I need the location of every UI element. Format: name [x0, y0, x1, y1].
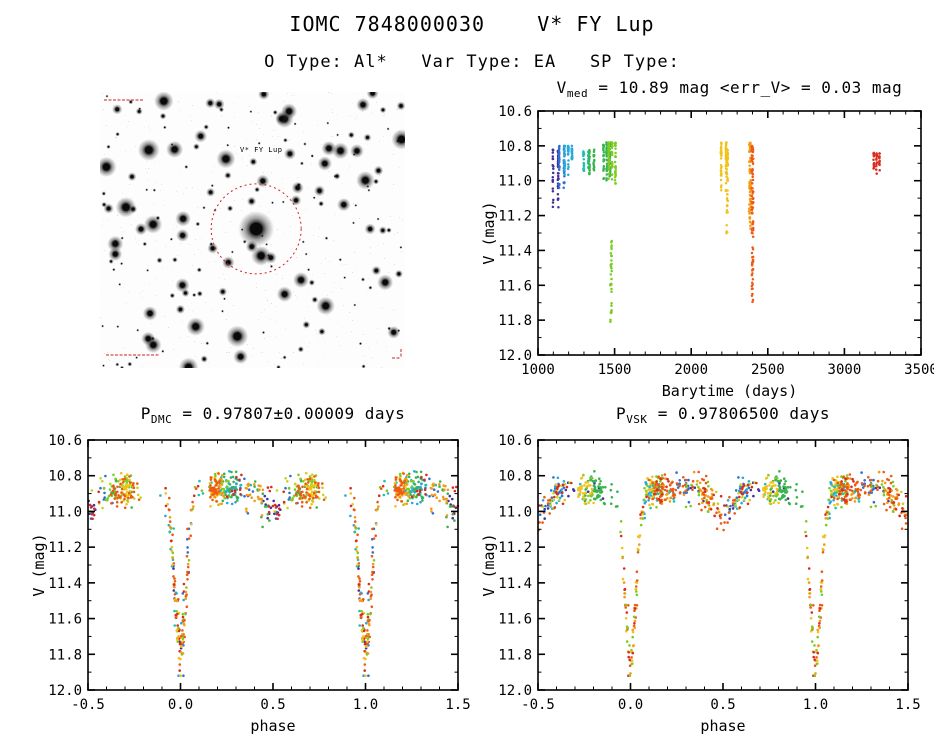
title-sub: VSK — [626, 413, 648, 427]
x-axis-label: Barytime (days) — [662, 382, 797, 400]
lightcurve-time-plot: 1000 1500 2000 2500 3000 3500 10.6 10.8 11.0 11.2… — [480, 104, 938, 400]
x-tick-label: 3000 — [828, 362, 862, 378]
phase-dmc-title: PDMC = 0.97807±0.00009 days — [30, 404, 480, 428]
phase-dmc-plot: -0.5 0.0 0.5 1.0 1.5 10.6 10.8 11.0 11.2 11.4 11.6… — [30, 433, 471, 735]
title-sub: med — [566, 87, 589, 101]
x-tick-label: 1.5 — [445, 697, 470, 713]
data-points-layer — [551, 141, 881, 323]
axes — [87, 439, 459, 691]
y-tick-label: 11.6 — [498, 278, 532, 294]
x-tick-label: 3500 — [904, 362, 934, 378]
y-tick-label: 11.4 — [498, 243, 532, 259]
x-tick-label: 2000 — [674, 362, 708, 378]
phase-vsk-title: PVSK = 0.97806500 days — [450, 404, 934, 428]
y-tick-label: 11.0 — [48, 504, 82, 520]
y-tick-label: 11.0 — [498, 174, 532, 190]
y-tick-label: 11.4 — [48, 576, 82, 592]
minor-ticks — [538, 111, 921, 355]
y-tick-label: 10.6 — [498, 433, 532, 449]
annotation-marks — [104, 99, 402, 359]
x-axis-label: phase — [250, 717, 295, 735]
y-tick-label: 10.8 — [498, 469, 532, 485]
y-tick-label: 12.0 — [498, 348, 532, 364]
axes — [537, 110, 922, 356]
title-pre: P — [616, 404, 627, 423]
y-tick-label: 10.6 — [48, 433, 82, 449]
x-tick-label: 0.5 — [260, 697, 285, 713]
axes — [537, 439, 909, 691]
starfield-image — [100, 92, 405, 368]
phase-dmc-chart: PDMC = 0.97807±0.00009 days -0.5 0.0 0.5 1.… — [30, 404, 480, 748]
y-tick-label: 10.6 — [498, 104, 532, 120]
x-tick-label: 0.5 — [710, 697, 735, 713]
finder-chart: V* FY Lup — [100, 92, 405, 368]
y-tick-label: 11.6 — [48, 612, 82, 628]
y-tick-label: 11.2 — [498, 540, 532, 556]
title-pre: P — [140, 404, 151, 423]
x-tick-label: 0.0 — [168, 697, 193, 713]
x-tick-label: 1500 — [598, 362, 632, 378]
lightcurve-time-title: Vmed = 10.89 mag <err_V> = 0.03 mag — [450, 78, 934, 102]
x-axis-label: phase — [700, 717, 745, 735]
y-tick-label: 11.8 — [498, 313, 532, 329]
y-tick-label: 10.8 — [498, 139, 532, 155]
data-points-layer — [537, 470, 908, 677]
target-marker-circle — [210, 183, 302, 275]
title-post: = 0.97806500 days — [647, 404, 830, 423]
y-tick-label: 11.2 — [48, 540, 82, 556]
x-tick-label: 1.0 — [803, 697, 828, 713]
target-label: V* FY Lup — [240, 146, 283, 154]
y-axis-label: V (mag) — [480, 533, 498, 596]
data-points-layer — [87, 470, 460, 677]
y-axis-label: V (mag) — [480, 201, 498, 264]
title-pre: V — [556, 78, 567, 97]
y-tick-label: 11.8 — [498, 647, 532, 663]
phase-vsk-plot: -0.5 0.0 0.5 1.0 1.5 10.6 10.8 11.0 11.2 11.4 11.6… — [480, 433, 921, 735]
y-tick-label: 10.8 — [48, 469, 82, 485]
minor-ticks — [538, 440, 908, 690]
title-sub: DMC — [150, 413, 173, 427]
lightcurve-time-chart: Vmed = 10.89 mag <err_V> = 0.03 mag 1000… — [450, 78, 938, 410]
y-tick-label: 12.0 — [498, 683, 532, 699]
starfield-layer — [100, 92, 405, 368]
title-post: = 0.97807±0.00009 days — [172, 404, 406, 423]
y-tick-label: 11.8 — [48, 647, 82, 663]
y-axis-label: V (mag) — [30, 533, 48, 596]
y-tick-label: 11.4 — [498, 576, 532, 592]
x-tick-label: -0.5 — [521, 697, 555, 713]
x-tick-label: 1.0 — [353, 697, 378, 713]
phase-vsk-chart: PVSK = 0.97806500 days -0.5 0.0 0.5 1.0 1.5 1… — [450, 404, 934, 748]
x-tick-label: 0.0 — [618, 697, 643, 713]
y-tick-label: 12.0 — [48, 683, 82, 699]
x-tick-label: 1000 — [521, 362, 555, 378]
y-tick-label: 11.6 — [498, 612, 532, 628]
y-tick-label: 11.0 — [498, 504, 532, 520]
minor-ticks — [88, 440, 458, 690]
y-tick-label: 11.2 — [498, 209, 532, 225]
x-tick-label: -0.5 — [71, 697, 105, 713]
x-tick-label: 1.5 — [895, 697, 920, 713]
x-tick-label: 2500 — [751, 362, 785, 378]
page-subtitle: O Type: Al* Var Type: EA SP Type: — [264, 52, 680, 72]
page-title: IOMC 7848000030 V* FY Lup — [289, 12, 655, 36]
title-post: = 10.89 mag <err_V> = 0.03 mag — [588, 78, 903, 97]
